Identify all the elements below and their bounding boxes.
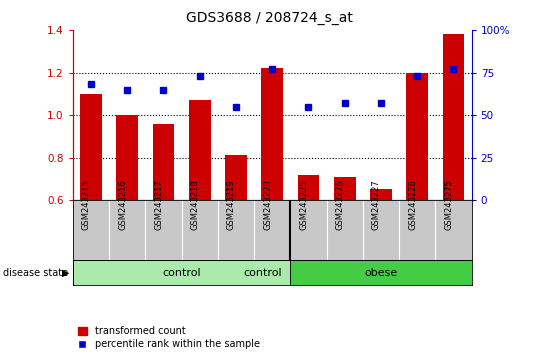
Bar — [291, 260, 472, 285]
Text: control: control — [162, 268, 201, 278]
Legend: transformed count, percentile rank within the sample: transformed count, percentile rank withi… — [78, 326, 260, 349]
Text: GSM243227: GSM243227 — [372, 179, 381, 230]
Bar — [298, 175, 319, 200]
Text: GSM243216: GSM243216 — [118, 179, 127, 230]
Text: GSM243217: GSM243217 — [154, 179, 163, 230]
Bar — [189, 100, 211, 200]
Text: GSM243225: GSM243225 — [300, 179, 308, 230]
Text: ▶: ▶ — [62, 268, 70, 278]
Text: disease state: disease state — [3, 268, 68, 278]
Bar — [370, 189, 392, 200]
Text: GDS3688 / 208724_s_at: GDS3688 / 208724_s_at — [186, 11, 353, 25]
Bar — [334, 177, 356, 200]
Text: GSM243219: GSM243219 — [227, 179, 236, 230]
Text: GSM243215: GSM243215 — [82, 179, 91, 230]
Bar — [116, 115, 138, 200]
Bar — [80, 94, 102, 200]
Bar — [261, 68, 283, 200]
Bar — [153, 124, 174, 200]
Text: GSM243220: GSM243220 — [263, 179, 272, 230]
Bar — [73, 260, 291, 285]
Bar — [443, 34, 465, 200]
Text: GSM243228: GSM243228 — [408, 179, 417, 230]
Text: GSM243218: GSM243218 — [191, 179, 199, 230]
Bar — [406, 73, 428, 200]
Text: GSM243226: GSM243226 — [336, 179, 345, 230]
Text: control: control — [244, 268, 282, 278]
Bar — [225, 155, 247, 200]
Text: obese: obese — [364, 268, 398, 278]
Text: GSM243275: GSM243275 — [445, 179, 453, 230]
